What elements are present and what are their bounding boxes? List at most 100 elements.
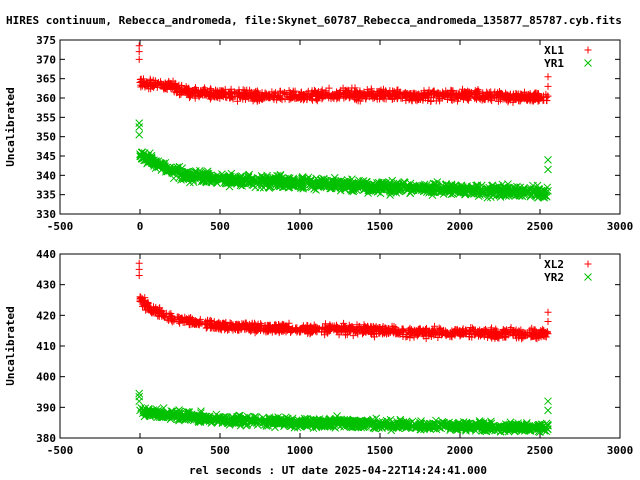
data-point [297,326,305,334]
series-XL2 [135,259,552,343]
top-panel: -500 0 500 1000 1500 2000 2500 3000330335340345… [4,34,633,233]
data-point [271,423,279,432]
data-point [544,82,552,90]
data-point [135,265,143,273]
data-point [332,179,341,188]
data-point [251,329,259,337]
y-tick-label: 380 [36,432,56,445]
data-point [459,328,467,336]
data-point [288,327,296,335]
data-point [287,422,295,430]
data-point [306,415,314,424]
data-point [135,123,144,131]
data-point [248,417,257,426]
data-point [380,183,389,192]
x-tick-label: 0 [137,220,144,233]
data-point [189,88,197,96]
data-point [325,322,333,330]
data-point [361,327,369,335]
data-point [284,418,293,427]
data-point [185,94,193,102]
data-point [151,81,159,89]
data-point [469,324,477,332]
data-point [353,183,362,192]
data-point [231,92,239,100]
data-point [135,130,144,139]
data-point [168,316,176,324]
x-tick-label: 3000 [607,220,634,233]
data-point [494,423,503,432]
data-point [257,320,265,328]
data-point [295,94,303,102]
y-tick-label: 360 [36,92,56,105]
data-point [515,334,523,342]
data-point [459,325,467,333]
data-point [220,415,229,424]
data-point [181,318,189,326]
data-point [334,183,343,191]
data-point [154,160,163,169]
data-point [178,413,186,422]
data-point [143,408,152,416]
data-point [313,324,321,332]
data-point [288,92,296,100]
data-point [510,189,519,198]
data-point [353,327,361,335]
data-point [367,91,375,99]
data-point [297,88,305,96]
data-point [168,318,176,326]
data-point [213,171,222,180]
data-point [235,417,244,425]
data-point [211,92,219,100]
data-point [282,322,290,330]
y-tick-label: 375 [36,34,56,47]
x-tick-label: 500 [210,220,230,233]
data-point [338,326,346,334]
data-point [218,87,226,95]
data-point [474,332,482,340]
data-point [544,165,552,174]
y-tick-label: 345 [36,150,56,163]
data-point [419,96,427,104]
data-point [141,298,149,306]
data-point [516,97,524,105]
data-point [298,92,306,100]
data-point [314,88,322,96]
data-point [216,320,224,328]
data-point [368,87,376,95]
data-point [242,319,250,327]
data-point [258,177,266,186]
y-tick-label: 340 [36,169,56,182]
data-point [495,87,503,95]
data-point [528,324,536,332]
data-point [216,94,224,102]
data-point [337,176,345,185]
data-point [373,185,381,194]
data-point [287,328,295,336]
y-tick-label: 410 [36,340,56,353]
data-point [262,325,270,333]
data-point [414,330,422,338]
data-point [310,325,318,333]
data-point [484,421,493,430]
data-point [363,322,371,330]
data-point [467,421,476,430]
legend-label: YR1 [544,57,564,70]
data-point [247,174,256,183]
data-point [471,419,480,428]
y-tick-label: 400 [36,371,56,384]
data-point [135,119,144,127]
data-point [261,418,270,427]
series-YR2 [135,389,552,436]
data-point [192,89,200,97]
data-point [318,86,326,94]
data-point [383,326,391,334]
data-point [455,422,463,431]
data-point [271,326,279,334]
data-point [512,326,520,334]
data-point [491,328,499,336]
data-point [277,323,285,331]
data-point [190,415,199,424]
data-point [321,91,329,99]
